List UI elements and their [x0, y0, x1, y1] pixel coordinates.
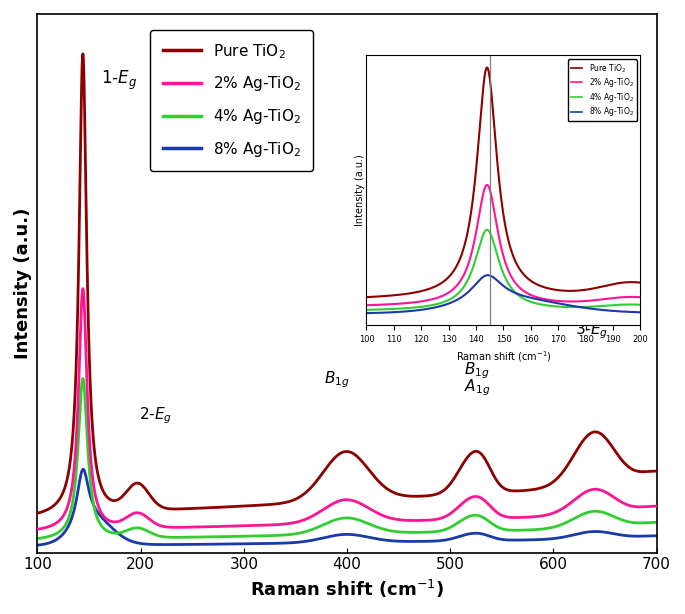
Legend: Pure TiO$_2$, 2% Ag-TiO$_2$, 4% Ag-TiO$_2$, 8% Ag-TiO$_2$: Pure TiO$_2$, 2% Ag-TiO$_2$, 4% Ag-TiO$_…: [568, 59, 636, 122]
Y-axis label: Intensity (a.u.): Intensity (a.u.): [355, 155, 365, 226]
Y-axis label: Intensity (a.u.): Intensity (a.u.): [14, 208, 32, 359]
Legend: Pure TiO$_2$, 2% Ag-TiO$_2$, 4% Ag-TiO$_2$, 8% Ag-TiO$_2$: Pure TiO$_2$, 2% Ag-TiO$_2$, 4% Ag-TiO$_…: [150, 29, 313, 171]
Text: $B_{1g}$: $B_{1g}$: [464, 360, 490, 381]
Text: $B_{1g}$: $B_{1g}$: [324, 370, 349, 391]
Text: $A_{1g}$: $A_{1g}$: [464, 378, 490, 398]
Text: $3$-$E_g$: $3$-$E_g$: [575, 320, 608, 341]
X-axis label: Raman shift (cm$^{-1}$): Raman shift (cm$^{-1}$): [250, 578, 444, 600]
Text: $2$-$E_g$: $2$-$E_g$: [138, 405, 172, 426]
X-axis label: Raman shift (cm$^{-1}$): Raman shift (cm$^{-1}$): [456, 350, 551, 365]
Text: $1$-$E_g$: $1$-$E_g$: [101, 69, 138, 92]
